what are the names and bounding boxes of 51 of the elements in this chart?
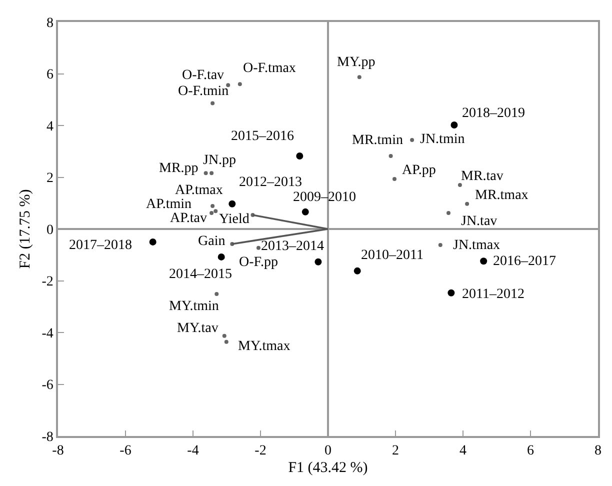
annotation: MR.tmin xyxy=(352,133,403,148)
annotation: 2011–2012 xyxy=(462,287,524,302)
y-tick-label: -2 xyxy=(42,274,54,290)
y-tick-label: 2 xyxy=(46,171,54,186)
annotation: AP.tmin xyxy=(146,197,192,212)
annotation: 2012–2013 xyxy=(239,175,302,190)
annotation: O-F.tmin xyxy=(178,84,229,99)
annotation: MR.tmax xyxy=(475,188,528,203)
annotation: MY.pp xyxy=(337,55,376,70)
annotation: O-F.pp xyxy=(239,255,278,270)
annotation: JN.tmax xyxy=(453,238,500,253)
y-tick-label: -6 xyxy=(42,378,54,394)
annotation: 2014–2015 xyxy=(169,267,232,282)
x-tick-label: -6 xyxy=(120,444,132,459)
annotation: JN.tmin xyxy=(420,132,465,147)
y-axis-title: F2 (17.75 %) xyxy=(18,189,34,269)
y-tick-label: 6 xyxy=(46,68,54,83)
y-tick-label: -4 xyxy=(42,326,54,342)
annotation: JN.pp xyxy=(203,153,236,168)
annotation: O-F.tav xyxy=(182,68,224,83)
annotation: 2015–2016 xyxy=(231,129,294,144)
annotation: AP.pp xyxy=(402,163,436,178)
annotation: AP.tmax xyxy=(175,183,223,198)
annotation: MR.pp xyxy=(159,161,198,176)
annotation: O-F.tmax xyxy=(243,61,296,76)
x-tick-label: -4 xyxy=(187,444,199,459)
x-tick-label: 0 xyxy=(324,444,332,459)
annotation: JN.tav xyxy=(461,214,498,229)
annotation: MR.tav xyxy=(461,169,504,184)
x-tick-label: -2 xyxy=(254,444,266,459)
x-tick-label: 4 xyxy=(460,444,466,459)
annotation: 2009–2010 xyxy=(293,190,356,205)
x-tick-label: 6 xyxy=(527,444,534,459)
x-tick-label: 2 xyxy=(392,444,399,459)
y-tick-label: 4 xyxy=(46,119,54,134)
annotation: MY.tmin xyxy=(169,299,219,314)
y-tick-label: -8 xyxy=(42,430,54,445)
annotation: MY.tav xyxy=(177,321,218,336)
x-tick-label: 8 xyxy=(594,444,602,459)
annotation: 2013–2014 xyxy=(261,239,324,254)
annotation: 2010–2011 xyxy=(361,248,424,263)
y-tick-label: 0 xyxy=(46,222,54,238)
annotation: Yield xyxy=(219,212,250,227)
annotation: AP.tav xyxy=(170,211,207,226)
x-axis-title: F1 (43.42 %) xyxy=(288,460,368,476)
annotation: MY.tmax xyxy=(238,339,290,354)
annotation: Gain xyxy=(198,234,226,249)
annotation: 2017–2018 xyxy=(69,238,132,253)
annotation: 2018–2019 xyxy=(462,106,525,121)
y-tick-label: 8 xyxy=(46,16,54,31)
annotation: 2016–2017 xyxy=(493,254,556,269)
